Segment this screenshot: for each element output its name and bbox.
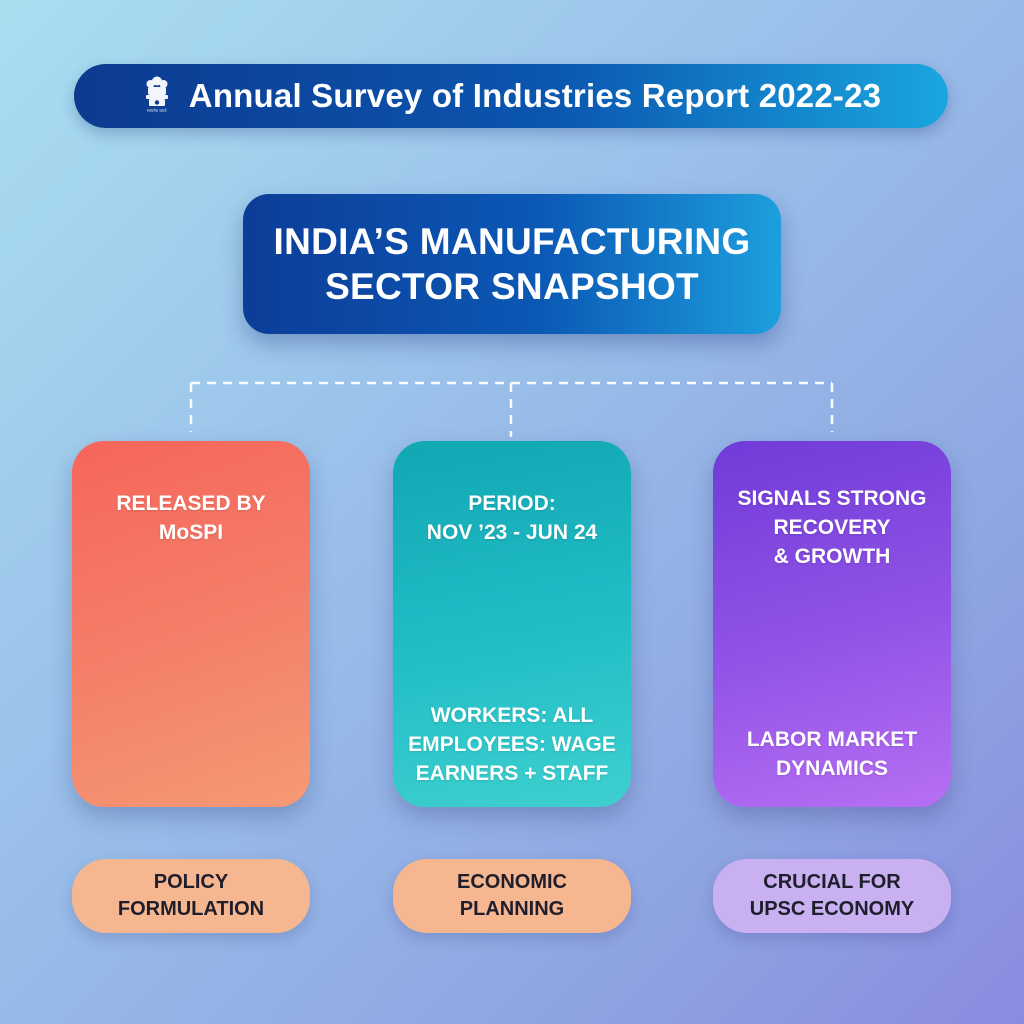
heading-line-1: INDIA’S MANUFACTURING — [273, 221, 751, 262]
pill-text-line: POLICY — [153, 871, 229, 893]
card-released-by: RELEASED BY MoSPI — [72, 441, 310, 807]
snapshot-heading-box: INDIA’S MANUFACTURING SECTOR SNAPSHOT — [243, 194, 781, 334]
card-signals: SIGNALS STRONG RECOVERY & GROWTH LABOR M… — [713, 441, 951, 807]
national-emblem-icon: सत्यमेव जयते — [141, 76, 173, 116]
heading-line-2: SECTOR SNAPSHOT — [325, 266, 699, 307]
card-text-line: EARNERS + STAFF — [415, 762, 609, 785]
pill-planning-text: ECONOMIC PLANNING — [457, 869, 567, 923]
card-text-line: SIGNALS STRONG — [737, 487, 927, 510]
card-text-line: MoSPI — [158, 521, 224, 544]
card-signals-top-text: SIGNALS STRONG RECOVERY & GROWTH — [713, 484, 951, 571]
card-text-line: DYNAMICS — [775, 757, 888, 780]
pill-economic-planning: ECONOMIC PLANNING — [393, 859, 631, 933]
card-text-line: LABOR MARKET — [746, 728, 918, 751]
card-text-line: PERIOD: — [468, 492, 556, 515]
pill-upsc-economy: CRUCIAL FOR UPSC ECONOMY — [713, 859, 951, 933]
pill-text-line: UPSC ECONOMY — [749, 898, 915, 920]
emblem-caption: सत्यमेव जयते — [147, 108, 167, 113]
card-signals-bottom-text: LABOR MARKET DYNAMICS — [713, 725, 951, 783]
card-text-line: EMPLOYEES: WAGE — [408, 733, 616, 756]
card-text-line: RECOVERY — [773, 516, 891, 539]
card-released-by-top-text: RELEASED BY MoSPI — [72, 489, 310, 547]
pill-text-line: FORMULATION — [117, 898, 265, 920]
report-title-banner: सत्यमेव जयते Annual Survey of Industries… — [74, 64, 948, 128]
report-title: Annual Survey of Industries Report 2022-… — [188, 77, 882, 114]
emblem-drawing — [145, 76, 168, 106]
pill-policy-formulation: POLICY FORMULATION — [72, 859, 310, 933]
pill-text-line: PLANNING — [459, 898, 565, 920]
pill-policy-text: POLICY FORMULATION — [118, 869, 264, 923]
card-text-line: RELEASED BY — [116, 492, 266, 515]
pill-upsc-text: CRUCIAL FOR UPSC ECONOMY — [750, 869, 914, 923]
card-text-line: WORKERS: ALL — [430, 704, 594, 727]
card-text-line: NOV ’23 - JUN 24 — [426, 521, 598, 544]
card-period-top-text: PERIOD: NOV ’23 - JUN 24 — [393, 489, 631, 547]
card-period: PERIOD: NOV ’23 - JUN 24 WORKERS: ALL EM… — [393, 441, 631, 807]
card-period-bottom-text: WORKERS: ALL EMPLOYEES: WAGE EARNERS + S… — [393, 701, 631, 788]
pill-text-line: ECONOMIC — [457, 871, 567, 893]
card-text-line: & GROWTH — [773, 545, 891, 568]
pill-text-line: CRUCIAL FOR — [763, 871, 901, 893]
